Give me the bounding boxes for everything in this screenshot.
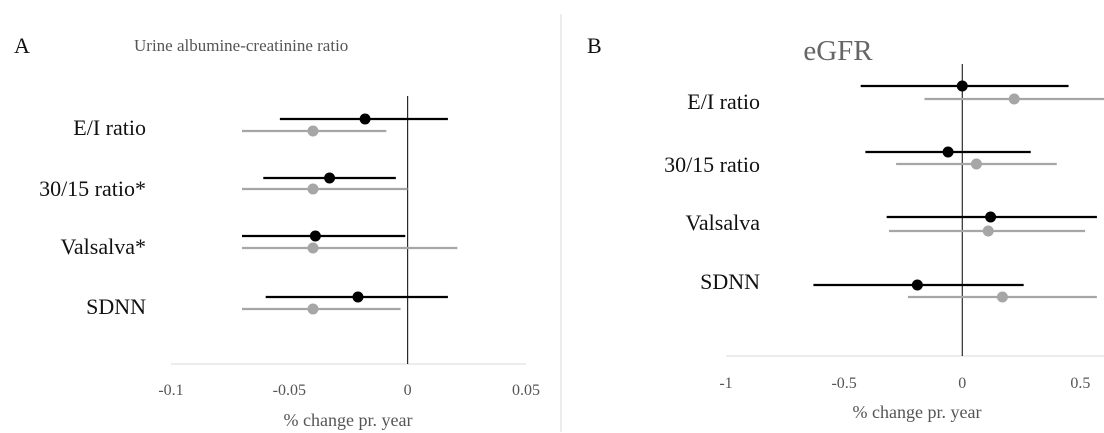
panel-b-category-label: SDNN xyxy=(700,269,760,294)
panel-a-x-tick-label: -0.05 xyxy=(273,382,306,399)
panel-b-category-label: Valsalva xyxy=(685,210,760,235)
panel-b-x-tick-label: -0.5 xyxy=(831,375,856,392)
panel-a-category-label: E/I ratio xyxy=(73,115,146,140)
panel-b-x-axis-title: % change pr. year xyxy=(853,402,982,422)
panel-a-title: Urine albumine-creatinine ratio xyxy=(134,36,348,55)
panel-b-black-estimate-point xyxy=(985,211,997,223)
panel-b-category-label: 30/15 ratio xyxy=(664,152,760,177)
panel-b-black-estimate-point xyxy=(942,146,954,158)
panel-a-category-label: SDNN xyxy=(86,294,146,319)
chart-marks: -0.1 -0.05 0 0.05 E/I ratio 30/15 ratio* Valsa… xyxy=(39,64,1104,399)
panel-a-x-tick-label: -0.1 xyxy=(158,382,183,399)
panel-a-grey-estimate-point xyxy=(307,125,319,137)
panel-b-letter: B xyxy=(587,33,602,58)
panel-b-x-tick-label: -1 xyxy=(719,375,732,392)
panel-a-letter: A xyxy=(14,33,30,58)
panel-a-category-label: Valsalva* xyxy=(60,234,146,259)
panel-b-black-estimate-point xyxy=(911,279,923,291)
panel-a-grey-estimate-point xyxy=(307,242,319,254)
panel-a-black-estimate-point xyxy=(324,172,336,184)
panel-a-black-estimate-point xyxy=(309,230,321,242)
panel-a-black-estimate-point xyxy=(359,113,371,125)
panel-a-x-axis-title: % change pr. year xyxy=(284,410,413,430)
panel-a-black-estimate-point xyxy=(352,291,364,303)
panel-a-x-tick-label: 0.05 xyxy=(512,382,540,399)
panel-b-black-estimate-point xyxy=(956,80,968,92)
panel-b-grey-estimate-point xyxy=(996,291,1008,303)
panel-b-category-label: E/I ratio xyxy=(687,89,760,114)
panel-a-grey-estimate-point xyxy=(307,183,319,195)
panel-b-grey-estimate-point xyxy=(970,158,982,170)
panel-a-x-tick-label: 0 xyxy=(404,382,412,399)
panel-b-x-tick-label: 0.5 xyxy=(1070,375,1090,392)
panel-b-x-tick-label: 0 xyxy=(958,375,966,392)
panel-a-grey-estimate-point xyxy=(307,303,319,315)
panel-a-category-label: 30/15 ratio* xyxy=(39,176,146,201)
panel-b-grey-estimate-point xyxy=(1008,93,1020,105)
panel-b-grey-estimate-point xyxy=(982,225,994,237)
panel-b-title: eGFR xyxy=(803,35,873,67)
